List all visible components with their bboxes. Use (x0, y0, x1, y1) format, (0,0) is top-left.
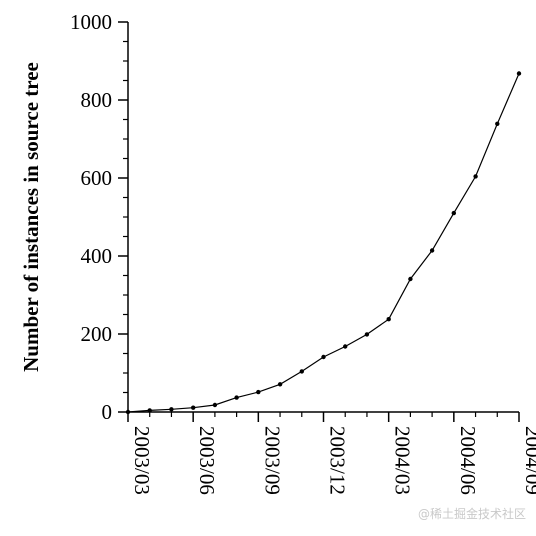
y-tick-label: 800 (81, 88, 113, 112)
x-tick-label: 2003/12 (326, 426, 350, 495)
data-point (408, 276, 413, 282)
x-tick-label: 2004/06 (456, 426, 480, 495)
series-line (127, 73, 520, 413)
data-point (212, 402, 218, 408)
data-point (473, 174, 478, 179)
data-point (343, 344, 348, 349)
y-tick-label: 400 (81, 244, 113, 268)
y-axis-title: Number of instances in source tree (19, 62, 43, 372)
y-tick-label: 0 (102, 400, 113, 424)
x-tick-label: 2004/09 (521, 426, 536, 495)
data-point (364, 332, 370, 337)
data-point (234, 395, 239, 400)
watermark: @稀土掘金技术社区 (417, 507, 526, 521)
data-point (191, 405, 196, 410)
data-point (169, 407, 174, 412)
data-point (451, 210, 456, 216)
data-point (516, 71, 522, 76)
x-tick-label: 2003/03 (130, 426, 154, 495)
data-point (256, 389, 261, 395)
x-tick-label: 2003/06 (195, 426, 219, 495)
data-point (321, 354, 326, 360)
data-point (386, 317, 391, 322)
data-point (429, 248, 435, 253)
x-tick-label: 2004/03 (391, 426, 415, 495)
y-tick-label: 1000 (70, 10, 112, 34)
y-tick-label: 600 (81, 166, 113, 190)
data-point (495, 121, 500, 127)
x-tick-label: 2003/09 (260, 426, 284, 495)
axes (127, 22, 519, 413)
data-point (299, 369, 304, 374)
y-axis-ticks: 0 200 400 600 800 1000 (70, 10, 128, 424)
series-group (125, 71, 522, 415)
x-axis-ticks: 2003/03 2003/06 2003/09 2003/12 2004/03 2004/… (127, 412, 536, 495)
data-point (125, 409, 131, 415)
y-tick-label: 200 (81, 322, 113, 346)
data-point (147, 408, 152, 413)
data-point (277, 382, 283, 387)
